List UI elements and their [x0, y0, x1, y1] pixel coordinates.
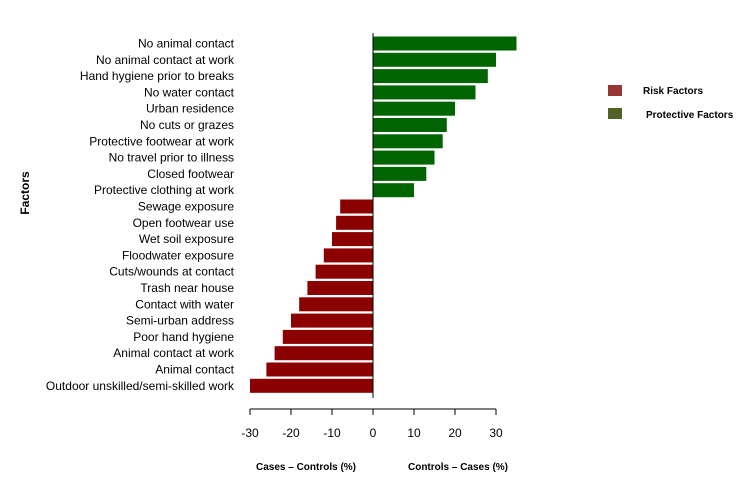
legend: Risk Factors Protective Factors [608, 85, 734, 121]
category-label: No animal contact at work [96, 53, 235, 67]
bar-risk [299, 297, 373, 312]
bar-protective [373, 101, 455, 116]
legend-swatch-risk [608, 85, 622, 96]
category-label: Hand hygiene prior to breaks [80, 69, 234, 83]
category-label: Open footwear use [133, 216, 235, 230]
bar-risk [274, 346, 373, 361]
bar-protective [373, 52, 496, 67]
category-label: Contact with water [135, 297, 234, 311]
category-label: Urban residence [146, 102, 234, 116]
category-label: Wet soil exposure [139, 232, 234, 246]
category-label: Protective clothing at work [94, 183, 235, 197]
bar-risk [336, 215, 373, 230]
bar-risk [266, 362, 373, 377]
bar-risk [340, 199, 373, 214]
x-axis-label-right: Controls – Cases (%) [408, 462, 508, 473]
legend-label-protective: Protective Factors [646, 110, 734, 121]
category-label: Animal contact [155, 363, 234, 377]
category-label: Closed footwear [147, 167, 234, 181]
legend-label-risk: Risk Factors [643, 86, 703, 97]
x-tick-label: 20 [448, 426, 462, 440]
bar-risk [307, 281, 373, 295]
bar-risk [282, 329, 373, 344]
x-tick-label: -10 [323, 426, 341, 440]
category-label: Sewage exposure [138, 200, 234, 214]
category-label: Trash near house [140, 281, 234, 295]
category-labels: No animal contact No animal contact at wo… [46, 37, 235, 393]
bar-risk [332, 232, 373, 247]
legend-swatch-protective [608, 108, 622, 119]
x-axis-label-left: Cases – Controls (%) [256, 462, 356, 473]
bar-protective [373, 183, 414, 198]
bar-risk [250, 378, 373, 393]
x-tick-label: 10 [407, 426, 421, 440]
category-label: No cuts or grazes [140, 118, 234, 132]
x-tick-label: -20 [282, 426, 300, 440]
bar-risk [315, 264, 373, 279]
category-label: Semi-urban address [126, 314, 234, 328]
bar-protective [373, 118, 447, 132]
category-label: Animal contact at work [113, 346, 235, 360]
x-axis: -30 -20 -10 0 10 20 30 [241, 33, 503, 440]
x-tick-label: 0 [370, 426, 377, 440]
category-label: No travel prior to illness [109, 151, 234, 165]
category-label: No water contact [144, 85, 235, 99]
bar-risk [291, 313, 373, 328]
bar-protective [373, 134, 443, 149]
bar-protective [373, 36, 517, 51]
category-label: No animal contact [138, 37, 235, 51]
bar-risk [323, 248, 373, 263]
category-label: Floodwater exposure [122, 248, 234, 262]
category-label: Poor hand hygiene [133, 330, 234, 344]
bar-protective [373, 85, 476, 100]
category-label: Outdoor unskilled/semi-skilled work [46, 379, 235, 393]
x-tick-label: 30 [489, 426, 503, 440]
x-tick-label: -30 [241, 426, 259, 440]
bar-protective [373, 69, 488, 84]
y-axis-label: Factors [18, 171, 32, 215]
bars-group [250, 36, 517, 393]
category-label: Cuts/wounds at contact [109, 265, 234, 279]
category-label: Protective footwear at work [89, 134, 235, 148]
bar-protective [373, 150, 435, 165]
bar-protective [373, 166, 427, 181]
